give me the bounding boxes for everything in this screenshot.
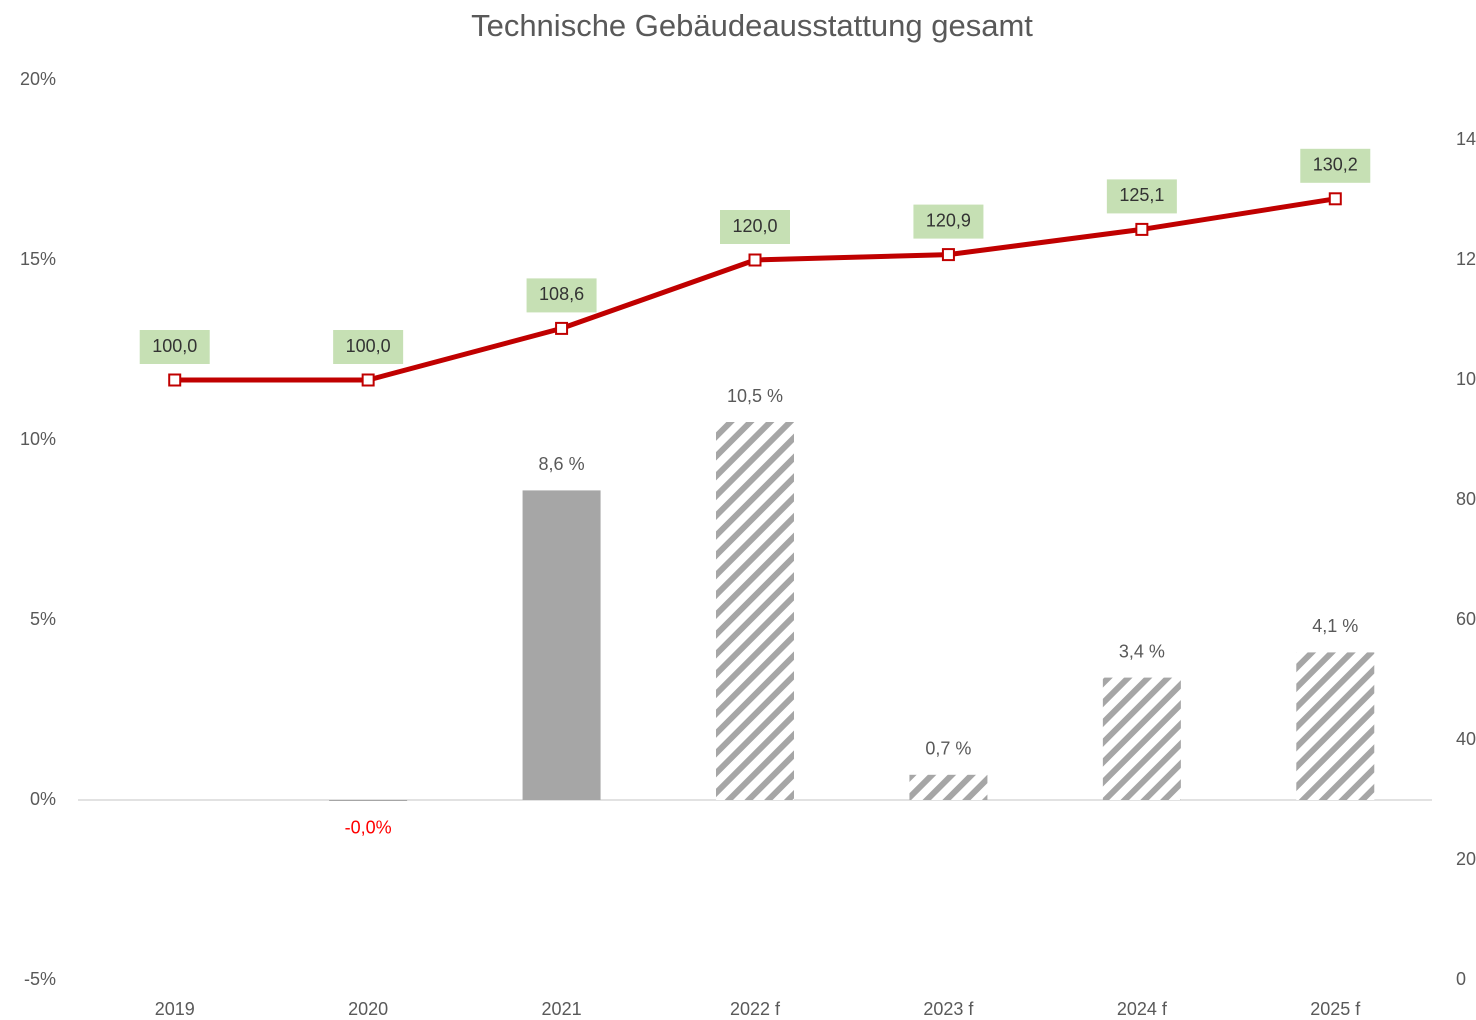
data-label: 120,9	[926, 210, 971, 230]
data-label-box	[139, 330, 210, 364]
bar	[329, 800, 408, 801]
data-label-box	[1106, 179, 1177, 214]
data-label-box	[333, 330, 404, 364]
line-marker	[941, 248, 955, 262]
data-label: 125,1	[1119, 185, 1164, 205]
line-marker	[1328, 192, 1342, 206]
data-label: 120,0	[732, 216, 777, 236]
line-marker	[361, 373, 375, 387]
y2-tick-label: 60	[1456, 609, 1476, 629]
bar	[716, 422, 794, 800]
line-marker	[1135, 222, 1149, 236]
data-label: 4,1 %	[1312, 616, 1358, 636]
data-label: 100,0	[152, 336, 197, 356]
data-label: 10,5 %	[727, 386, 783, 406]
bar	[1296, 652, 1375, 800]
data-label: 3,4 %	[1119, 641, 1165, 661]
y-tick-label: 0%	[30, 789, 56, 809]
y2-tick-label: 80	[1456, 489, 1476, 509]
y2-tick-label: 100	[1456, 369, 1476, 389]
y-tick-label: 20%	[20, 69, 56, 89]
line-marker	[168, 373, 182, 387]
bar	[1102, 677, 1181, 800]
x-tick-label: 2023 f	[923, 999, 974, 1019]
y2-tick-label: 120	[1456, 249, 1476, 269]
y2-tick-label: 0	[1456, 969, 1466, 989]
y-tick-label: 10%	[20, 429, 56, 449]
data-label: 108,6	[539, 284, 584, 304]
line-marker	[748, 253, 762, 267]
data-label-box	[526, 278, 597, 313]
x-tick-label: 2022 f	[730, 999, 781, 1019]
x-tick-label: 2019	[155, 999, 195, 1019]
bar	[522, 490, 601, 800]
data-label: -0,0%	[345, 817, 392, 837]
y2-tick-label: 20	[1456, 849, 1476, 869]
y-tick-label: 15%	[20, 249, 56, 269]
data-label-box	[913, 204, 984, 239]
data-label: 130,2	[1313, 155, 1358, 175]
x-tick-label: 2020	[348, 999, 388, 1019]
line-marker	[555, 321, 569, 335]
bar	[909, 774, 988, 800]
x-tick-label: 2025 f	[1310, 999, 1361, 1019]
data-label-box	[720, 210, 790, 244]
chart-title: Technische Gebäudeausstattung gesamt	[471, 8, 1033, 43]
data-label: 100,0	[346, 336, 391, 356]
data-label: 0,7 %	[925, 739, 971, 759]
y2-tick-label: 140	[1456, 129, 1476, 149]
y-tick-label: 5%	[30, 609, 56, 629]
data-label: 8,6 %	[539, 454, 585, 474]
x-tick-label: 2021	[542, 999, 582, 1019]
data-label-box	[1300, 148, 1371, 183]
y-tick-label: -5%	[24, 969, 56, 989]
x-tick-label: 2024 f	[1117, 999, 1168, 1019]
y2-tick-label: 40	[1456, 729, 1476, 749]
